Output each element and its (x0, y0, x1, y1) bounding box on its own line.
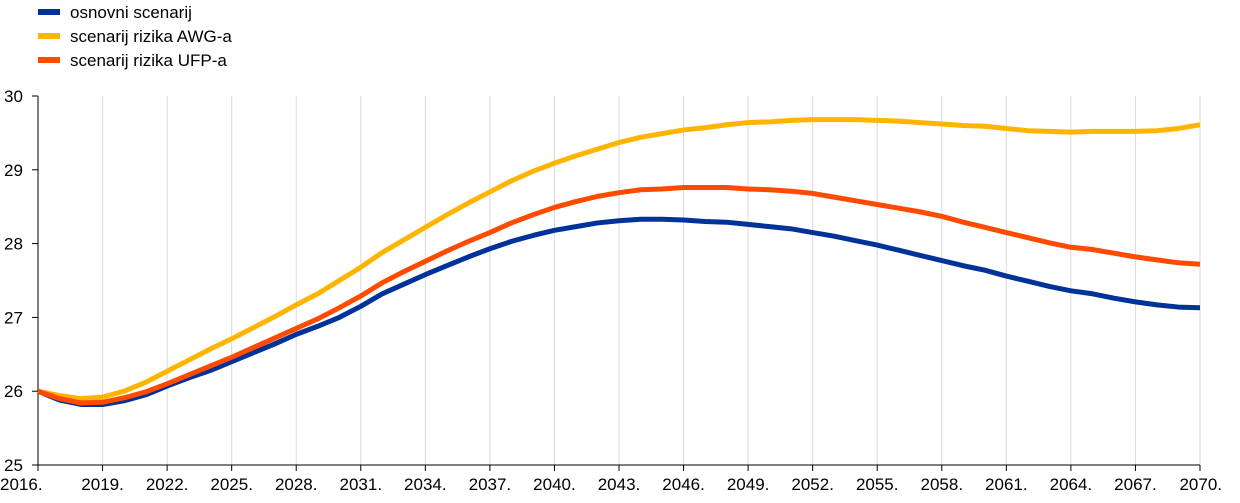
legend-swatch (38, 57, 60, 63)
y-tick-label: 28 (4, 235, 23, 254)
series-line-2 (37, 117, 1201, 402)
x-tick-label: 2046. (662, 475, 705, 494)
series-lines (37, 117, 1201, 407)
x-tick-label: 2064. (1050, 475, 1093, 494)
legend: osnovni scenarij scenarij rizika AWG-a sce… (38, 3, 232, 70)
x-tick-label: 2037. (469, 475, 512, 494)
y-tick-labels: 25 26 27 28 29 30 (4, 87, 23, 475)
x-tick-label: 2028. (275, 475, 318, 494)
x-tick-labels: 2016. 2019. 2022. 2025. 2028. 2031. 2034. 2037.… (0, 475, 1222, 494)
legend-swatch (38, 9, 60, 15)
x-tick-label: 2022. (146, 475, 189, 494)
y-tick-label: 27 (4, 308, 23, 327)
x-tick-label: 2025. (210, 475, 253, 494)
y-tick-label: 29 (4, 161, 23, 180)
y-tick-label: 25 (4, 456, 23, 475)
x-tick-label: 2016. (0, 475, 43, 494)
x-tick-label: 2034. (404, 475, 447, 494)
legend-label: osnovni scenarij (70, 3, 192, 22)
series-line-3 (37, 185, 1201, 406)
legend-label: scenarij rizika AWG-a (70, 27, 232, 46)
x-tick-label: 2055. (856, 475, 899, 494)
x-tick-label: 2070. (1179, 475, 1222, 494)
axes (32, 95, 1201, 471)
x-tick-label: 2061. (985, 475, 1028, 494)
y-tick-label: 26 (4, 382, 23, 401)
grid-lines (102, 96, 1201, 465)
x-tick-label: 2067. (1114, 475, 1157, 494)
x-tick-label: 2031. (340, 475, 383, 494)
x-tick-label: 2019. (81, 475, 124, 494)
y-tick-label: 30 (4, 87, 23, 106)
x-tick-label: 2040. (533, 475, 576, 494)
x-tick-label: 2052. (791, 475, 834, 494)
legend-label: scenarij rizika UFP-a (70, 51, 227, 70)
x-tick-label: 2058. (921, 475, 964, 494)
x-tick-label: 2049. (727, 475, 770, 494)
legend-swatch (38, 33, 60, 39)
series-line-1 (37, 216, 1201, 407)
x-tick-label: 2043. (598, 475, 641, 494)
